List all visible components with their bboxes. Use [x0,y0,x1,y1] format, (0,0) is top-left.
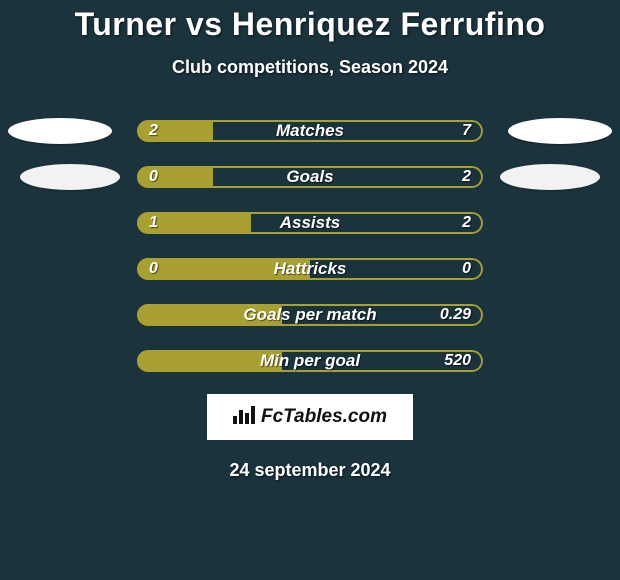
stat-bar: 0 Goals 2 [137,166,483,188]
attribution-box: FcTables.com [207,394,413,440]
stat-value-right: 520 [444,350,471,372]
player-right-team-badge [500,164,600,190]
stat-label: Min per goal [137,350,483,372]
stat-label: Goals per match [137,304,483,326]
stat-row: 1 Assists 2 [137,212,483,234]
stat-rows: 2 Matches 7 0 Goals 2 1 Assist [0,120,620,372]
stat-row: Min per goal 520 [137,350,483,372]
stat-label: Assists [137,212,483,234]
stat-value-right: 2 [462,212,471,234]
stat-value-right: 2 [462,166,471,188]
page-title: Turner vs Henriquez Ferrufino [0,6,620,43]
stat-label: Matches [137,120,483,142]
player-right-flag [508,118,612,144]
stat-bar: 2 Matches 7 [137,120,483,142]
stat-value-right: 7 [462,120,471,142]
player-left-team-badge [20,164,120,190]
player-left-flag [8,118,112,144]
stat-label: Hattricks [137,258,483,280]
stat-bar: Min per goal 520 [137,350,483,372]
stat-row: 0 Goals 2 [137,166,483,188]
stat-value-right: 0 [462,258,471,280]
comparison-card: Turner vs Henriquez Ferrufino Club compe… [0,0,620,580]
stat-bar: 0 Hattricks 0 [137,258,483,280]
stat-label: Goals [137,166,483,188]
stat-bar: Goals per match 0.29 [137,304,483,326]
stat-value-right: 0.29 [440,304,471,326]
stat-row: 2 Matches 7 [137,120,483,142]
stat-row: 0 Hattricks 0 [137,258,483,280]
stat-row: Goals per match 0.29 [137,304,483,326]
attribution-text: FcTables.com [261,406,387,428]
subtitle: Club competitions, Season 2024 [0,57,620,78]
bar-chart-icon [233,404,255,430]
stat-bar: 1 Assists 2 [137,212,483,234]
date-label: 24 september 2024 [0,460,620,481]
